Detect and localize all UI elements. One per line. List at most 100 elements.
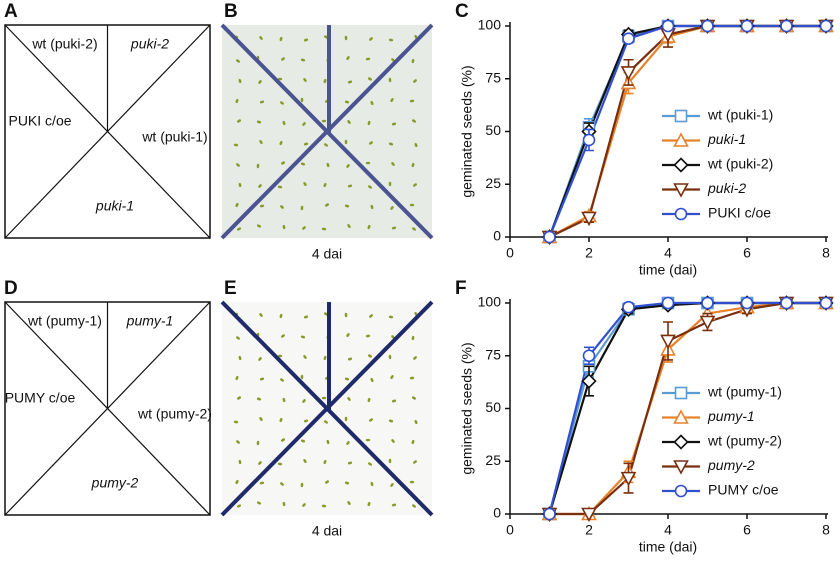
- marker: [581, 507, 597, 523]
- x-tick-label: 6: [743, 245, 751, 261]
- legend-marker: [673, 183, 689, 198]
- seedling: [237, 396, 241, 400]
- diagram-label: wt (puki-1): [141, 129, 207, 145]
- marker: [620, 471, 637, 487]
- seedling: [300, 335, 306, 339]
- seedling: [259, 140, 263, 144]
- series-line: [548, 301, 826, 515]
- y-tick-label: 0: [493, 505, 501, 521]
- panel-letter: F: [455, 278, 467, 299]
- seedling: [300, 482, 304, 488]
- seedling: [365, 161, 371, 165]
- seedling: [409, 480, 415, 484]
- seedling: [302, 122, 306, 126]
- seedling: [282, 397, 286, 403]
- legend-marker: [674, 386, 688, 400]
- seedling: [347, 224, 351, 228]
- seedling: [326, 162, 330, 168]
- diagram-label: puki-1: [95, 198, 134, 214]
- seedling: [259, 417, 263, 421]
- seedling: [346, 164, 350, 168]
- seedling: [235, 479, 239, 485]
- seedling: [282, 224, 286, 230]
- seedling: [282, 501, 286, 507]
- seedling: [370, 481, 374, 487]
- y-tick-label: 25: [485, 175, 501, 191]
- seedling: [238, 459, 242, 465]
- seedling: [368, 462, 372, 466]
- seedling: [277, 462, 283, 466]
- seedling: [347, 501, 351, 505]
- panel-letter: A: [4, 1, 18, 22]
- seedling: [258, 80, 262, 84]
- seedling: [411, 335, 415, 341]
- seedling: [324, 312, 328, 316]
- photo-caption: 4 dai: [312, 246, 342, 262]
- legend-marker: [674, 109, 688, 123]
- seedling: [236, 227, 242, 231]
- seedling: [281, 161, 285, 165]
- seedling: [347, 357, 353, 361]
- seedling: [256, 501, 262, 505]
- seedling: [300, 205, 304, 211]
- seedling: [236, 440, 240, 444]
- seedling: [258, 461, 262, 465]
- seedling: [346, 333, 350, 337]
- seedling: [388, 38, 394, 42]
- seedling: [303, 315, 309, 319]
- seedling: [259, 377, 265, 381]
- seedling: [369, 141, 373, 145]
- seedling: [344, 416, 348, 422]
- seedling: [323, 182, 327, 188]
- legend-marker: [673, 409, 689, 424]
- seedling: [238, 78, 242, 84]
- seedling: [236, 336, 240, 340]
- seedling: [281, 438, 285, 442]
- seedling: [367, 397, 371, 403]
- y-tick-label: 50: [485, 122, 501, 138]
- seedling: [282, 120, 286, 126]
- seedling: [347, 184, 353, 188]
- seedling: [365, 57, 371, 61]
- seedling: [391, 162, 395, 166]
- seedling: [300, 97, 304, 103]
- seedling: [388, 458, 392, 464]
- seedling: [414, 419, 418, 425]
- legend-marker: [673, 132, 689, 147]
- marker: [819, 19, 833, 33]
- seedling: [409, 376, 415, 380]
- seedling: [258, 357, 262, 361]
- series-line: [549, 301, 826, 516]
- seedling: [324, 420, 328, 424]
- y-axis-label: geminated seeds (%): [459, 342, 475, 474]
- diagram-label: wt (pumy-1): [27, 313, 102, 329]
- marker: [780, 19, 793, 33]
- marker: [582, 349, 596, 363]
- seedling: [300, 58, 306, 62]
- seedling: [259, 481, 265, 485]
- legend-label: wt (pumy-2): [707, 433, 782, 449]
- seedling: [344, 35, 348, 41]
- marker: [740, 19, 754, 33]
- series-line: [548, 301, 826, 515]
- legend-label: pumy-2: [707, 457, 755, 473]
- seedling: [238, 182, 242, 188]
- seedling: [235, 98, 239, 104]
- x-axis-label: time (dai): [639, 262, 697, 278]
- seedling: [323, 355, 327, 361]
- seedling: [279, 313, 283, 319]
- seedling: [390, 206, 394, 210]
- y-tick-label: 75: [485, 69, 501, 85]
- seedling: [346, 441, 350, 445]
- seedling: [367, 501, 371, 507]
- seedling: [370, 204, 374, 210]
- seedling: [411, 162, 415, 168]
- seedling: [344, 377, 350, 381]
- seedling: [367, 120, 371, 126]
- seedling: [388, 354, 392, 360]
- seedling: [344, 312, 348, 318]
- marker: [622, 32, 635, 45]
- seedling: [369, 37, 373, 41]
- seedling: [303, 38, 309, 42]
